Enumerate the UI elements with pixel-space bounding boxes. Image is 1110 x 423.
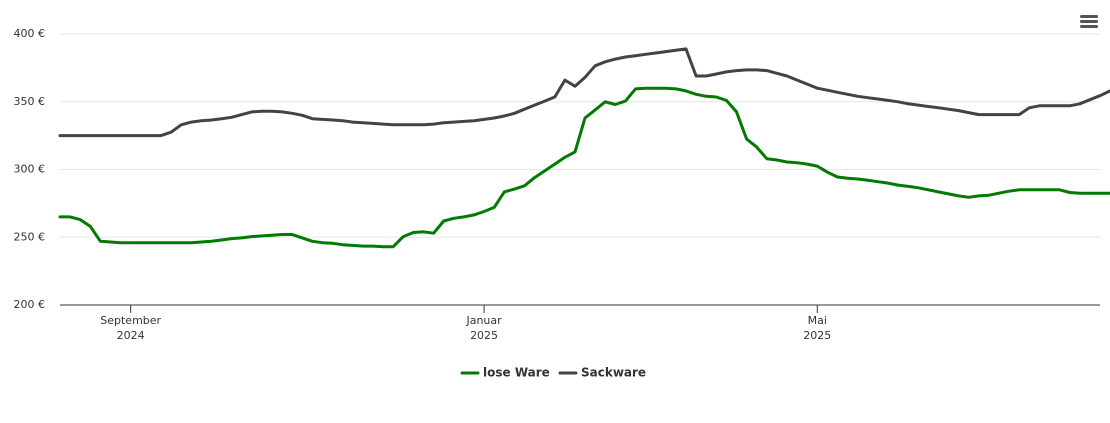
y-tick-label: 300 € — [14, 163, 46, 176]
series-line — [58, 86, 1110, 249]
x-tick-label: Mai 2025 — [803, 314, 831, 342]
legend: lose Ware Sackware — [460, 366, 646, 380]
menu-icon-bar — [1080, 20, 1098, 23]
menu-icon-bar — [1080, 25, 1098, 28]
series-line — [58, 47, 1110, 138]
legend-label: Sackware — [581, 366, 646, 380]
y-tick-label: 350 € — [14, 95, 46, 108]
x-tick-label: Januar 2025 — [465, 314, 502, 342]
y-tick-label: 250 € — [14, 230, 46, 243]
menu-icon-bar — [1080, 15, 1098, 18]
menu-button[interactable] — [1080, 15, 1098, 28]
y-tick-label: 200 € — [14, 298, 46, 311]
y-tick-label: 400 € — [14, 27, 46, 40]
x-tick-label: September 2024 — [100, 314, 161, 342]
legend-label: lose Ware — [483, 366, 550, 380]
